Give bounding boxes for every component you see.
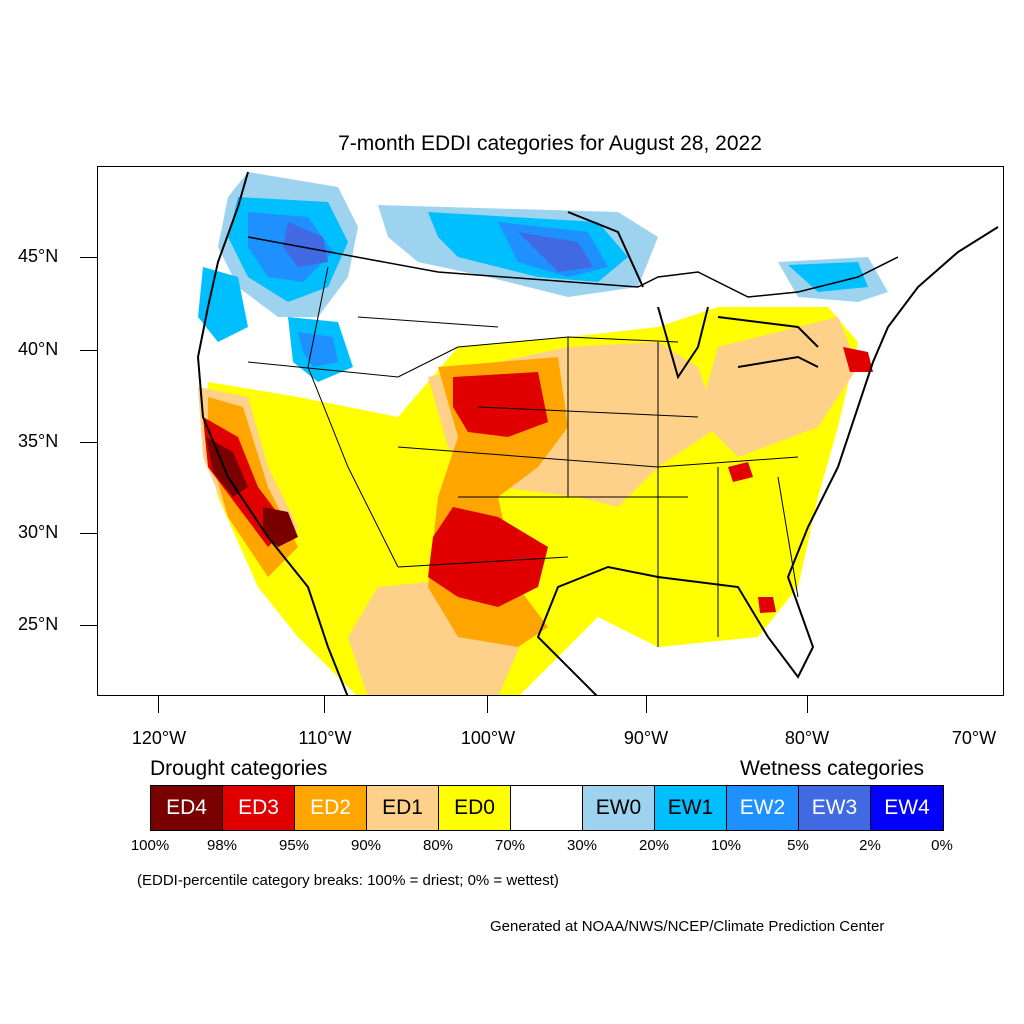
- dry-ed4-arizona: [263, 507, 298, 547]
- percent-break-label: 100%: [130, 837, 170, 854]
- drought-heading: Drought categories: [150, 757, 328, 780]
- legend-box-ew2: EW2: [727, 786, 799, 830]
- lat-label-35: 35°N: [18, 431, 59, 451]
- legend-note: (EDDI-percentile category breaks: 100% =…: [137, 872, 559, 889]
- percent-break-label: 80%: [422, 837, 454, 854]
- state-borders: [247, 266, 799, 647]
- lon-label-90: 90°W: [623, 728, 669, 748]
- coastline: [196, 171, 999, 695]
- lat-tick: [80, 257, 97, 258]
- wet-region-idaho-ew2: [298, 332, 338, 367]
- lon-label-70: 70°W: [951, 728, 997, 748]
- percent-break-label: 98%: [206, 837, 238, 854]
- percent-break-label: 10%: [710, 837, 742, 854]
- lat-label-40: 40°N: [18, 339, 59, 359]
- lon-tick: [324, 696, 325, 713]
- percent-break-label: 5%: [787, 837, 809, 854]
- lon-label-80: 80°W: [784, 728, 830, 748]
- legend-box-ed3: ED3: [223, 786, 295, 830]
- lon-label-110: 110°W: [298, 728, 352, 748]
- dry-ed3-northeast: [843, 347, 873, 372]
- percent-break-label: 20%: [638, 837, 670, 854]
- canada-border: [247, 236, 899, 298]
- legend-box-neutral: [511, 786, 583, 830]
- percent-break-label: 0%: [931, 837, 953, 854]
- dry-ed3-texas: [428, 507, 548, 607]
- wet-region-northwest-ew3: [283, 222, 328, 267]
- wet-region-plains-ew3: [518, 232, 593, 272]
- great-lakes: [567, 211, 819, 380]
- eddi-map: [196, 171, 999, 695]
- lat-tick: [80, 533, 97, 534]
- lat-label-45: 45°N: [18, 246, 59, 266]
- percent-break-label: 30%: [566, 837, 598, 854]
- map-panel: [97, 166, 1004, 696]
- percent-break-label: 70%: [494, 837, 526, 854]
- lat-tick: [80, 625, 97, 626]
- dry-ed3-florida: [758, 597, 776, 613]
- dry-ed3-nebraska: [453, 372, 548, 437]
- legend-box-ed2: ED2: [295, 786, 367, 830]
- map-title: 7-month EDDI categories for August 28, 2…: [338, 132, 762, 155]
- lat-label-25: 25°N: [18, 614, 59, 634]
- legend-color-bar: ED4 ED3 ED2 ED1 ED0 EW0 EW1 EW2 EW3 EW4: [150, 785, 944, 831]
- wet-region-coast: [198, 267, 248, 342]
- dry-ed1-east: [698, 317, 858, 457]
- wetness-heading: Wetness categories: [740, 757, 925, 780]
- legend-box-ew3: EW3: [799, 786, 871, 830]
- lon-tick: [158, 696, 159, 713]
- legend-box-ew0: EW0: [583, 786, 655, 830]
- legend-box-ed4: ED4: [151, 786, 223, 830]
- lon-label-100: 100°W: [460, 728, 516, 748]
- percent-break-label: 2%: [859, 837, 881, 854]
- credit-text: Generated at NOAA/NWS/NCEP/Climate Predi…: [490, 918, 885, 935]
- lat-label-30: 30°N: [18, 522, 59, 542]
- wet-region-northeast-ew1: [788, 262, 868, 292]
- lat-tick: [80, 442, 97, 443]
- legend-box-ew1: EW1: [655, 786, 727, 830]
- percent-break-label: 90%: [350, 837, 382, 854]
- lon-label-120: 120°W: [131, 728, 187, 748]
- lon-tick: [807, 696, 808, 713]
- dry-ed4-california: [206, 437, 248, 497]
- lat-tick: [80, 350, 97, 351]
- percent-break-label: 95%: [278, 837, 310, 854]
- legend-box-ed1: ED1: [367, 786, 439, 830]
- lon-tick: [487, 696, 488, 713]
- dry-ed3-tennessee: [728, 462, 753, 482]
- lon-tick: [646, 696, 647, 713]
- legend-box-ew4: EW4: [871, 786, 943, 830]
- legend-box-ed0: ED0: [439, 786, 511, 830]
